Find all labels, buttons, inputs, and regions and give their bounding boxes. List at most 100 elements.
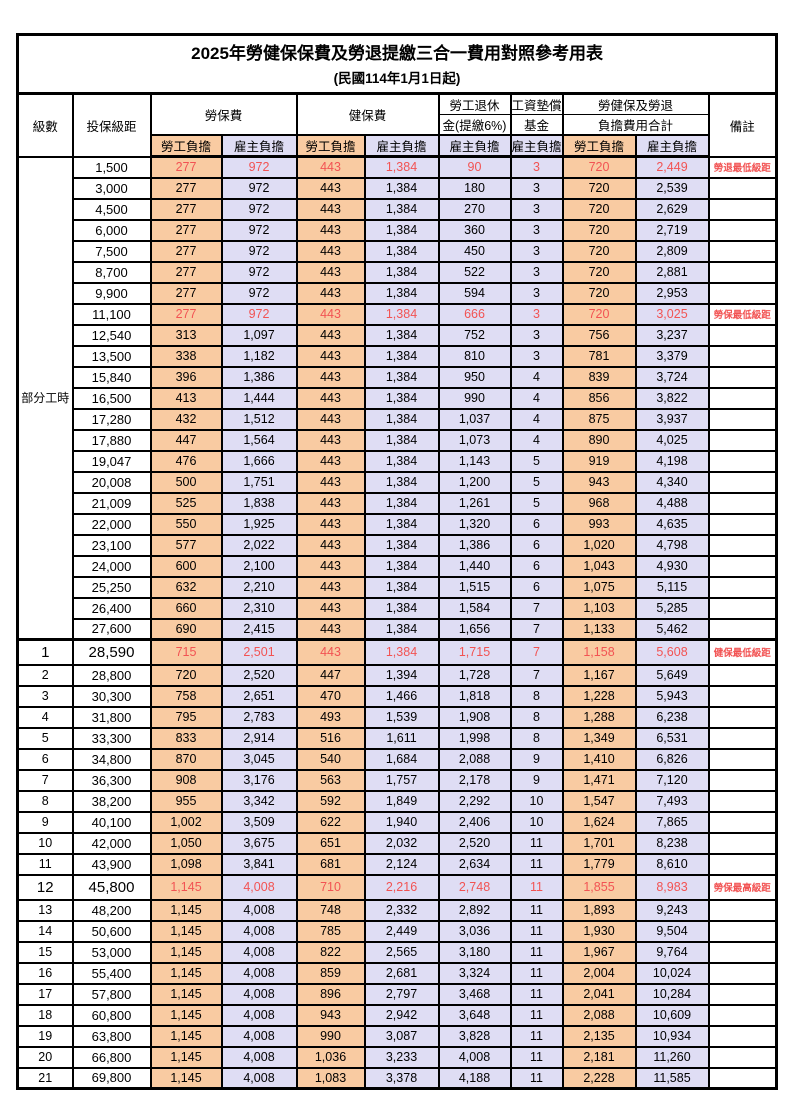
cell-pension-employer: 522 [437, 260, 512, 284]
cell-total-employer: 5,115 [634, 575, 710, 599]
cell-labor-employee: 690 [149, 617, 223, 641]
table-row: 5 33,300 833 2,914 516 1,611 1,998 8 1,349 6,531 [16, 726, 778, 750]
cell-wage-fund-employer: 3 [509, 155, 564, 179]
table-row: 9 40,100 1,002 3,509 622 1,940 2,406 10 1,624 7,8… [16, 810, 778, 834]
cell-total-employee: 1,779 [561, 852, 637, 876]
cell-labor-employee: 313 [149, 323, 223, 347]
cell-labor-employee: 908 [149, 768, 223, 792]
cell-level: 10 [16, 831, 74, 855]
cell-wage-fund-employer: 11 [509, 982, 564, 1006]
cell-labor-employee: 833 [149, 726, 223, 750]
cell-health-employer: 1,384 [363, 323, 440, 347]
cell-salary: 55,400 [71, 961, 152, 985]
cell-labor-employee: 338 [149, 344, 223, 368]
cell-total-employer: 8,238 [634, 831, 710, 855]
cell-remark [707, 789, 778, 813]
cell-health-employer: 1,384 [363, 449, 440, 473]
cell-salary: 19,047 [71, 449, 152, 473]
cell-level: 3 [16, 684, 74, 708]
cell-wage-fund-employer: 4 [509, 386, 564, 410]
cell-health-employer: 3,087 [363, 1024, 440, 1048]
table-row: 21,009 525 1,838 443 1,384 1,261 5 968 4,488 [18, 491, 778, 515]
premium-table: 2025年勞健保保費及勞退提繳三合一費用對照參考用表 (民國114年1月1日起)… [16, 33, 779, 1090]
cell-health-employer: 1,394 [363, 663, 440, 687]
cell-health-employer: 1,384 [363, 617, 440, 641]
cell-labor-employer: 1,097 [220, 323, 298, 347]
part-time-group-label: 部分工時 [16, 155, 74, 641]
cell-labor-employee: 277 [149, 260, 223, 284]
cell-total-employee: 1,043 [561, 554, 637, 578]
cell-health-employer: 1,384 [363, 197, 440, 221]
table-row: 11 43,900 1,098 3,841 681 2,124 2,634 11 1,779 8,… [16, 852, 778, 876]
cell-health-employee: 563 [295, 768, 366, 792]
cell-total-employer: 2,719 [634, 218, 710, 242]
column-header-total-line1: 勞健保及勞退 [561, 92, 710, 115]
table-row: 3,000 277 972 443 1,384 180 3 720 2,539 [18, 176, 778, 200]
cell-salary: 22,000 [71, 512, 152, 536]
cell-pension-employer: 1,037 [437, 407, 512, 431]
cell-wage-fund-employer: 7 [509, 638, 564, 666]
cell-health-employer: 1,384 [363, 386, 440, 410]
cell-remark [707, 575, 778, 599]
cell-wage-fund-employer: 6 [509, 533, 564, 557]
cell-health-employer: 2,124 [363, 852, 440, 876]
cell-total-employer: 7,493 [634, 789, 710, 813]
cell-total-employer: 11,260 [634, 1045, 710, 1069]
cell-total-employee: 943 [561, 470, 637, 494]
cell-labor-employer: 1,925 [220, 512, 298, 536]
cell-labor-employer: 2,501 [220, 638, 298, 666]
cell-pension-employer: 2,892 [437, 898, 512, 922]
cell-salary: 16,500 [71, 386, 152, 410]
table-row: 20,008 500 1,751 443 1,384 1,200 5 943 4,340 [18, 470, 778, 494]
cell-pension-employer: 4,188 [437, 1066, 512, 1090]
cell-labor-employer: 2,022 [220, 533, 298, 557]
cell-labor-employee: 413 [149, 386, 223, 410]
cell-total-employer: 4,340 [634, 470, 710, 494]
cell-health-employee: 681 [295, 852, 366, 876]
cell-total-employee: 720 [561, 239, 637, 263]
cell-labor-employer: 1,751 [220, 470, 298, 494]
cell-wage-fund-employer: 11 [509, 898, 564, 922]
table-row: 4 31,800 795 2,783 493 1,539 1,908 8 1,288 6,238 [16, 705, 778, 729]
cell-total-employer: 4,798 [634, 533, 710, 557]
cell-wage-fund-employer: 7 [509, 663, 564, 687]
cell-health-employee: 785 [295, 919, 366, 943]
cell-health-employer: 1,384 [363, 260, 440, 284]
cell-pension-employer: 360 [437, 218, 512, 242]
cell-salary: 17,880 [71, 428, 152, 452]
table-row: 12,540 313 1,097 443 1,384 752 3 756 3,237 [18, 323, 778, 347]
cell-total-employer: 7,120 [634, 768, 710, 792]
cell-wage-fund-employer: 11 [509, 1024, 564, 1048]
cell-total-employee: 2,004 [561, 961, 637, 985]
cell-level: 20 [16, 1045, 74, 1069]
cell-total-employee: 1,158 [561, 638, 637, 666]
column-header-level: 級數 [16, 92, 74, 158]
cell-pension-employer: 1,261 [437, 491, 512, 515]
cell-pension-employer: 1,818 [437, 684, 512, 708]
title-cell: 2025年勞健保保費及勞退提繳三合一費用對照參考用表 (民國114年1月1日起) [16, 33, 778, 95]
cell-labor-employee: 720 [149, 663, 223, 687]
cell-salary: 53,000 [71, 940, 152, 964]
cell-health-employer: 1,384 [363, 365, 440, 389]
cell-total-employer: 5,649 [634, 663, 710, 687]
cell-health-employee: 1,036 [295, 1045, 366, 1069]
cell-total-employer: 2,809 [634, 239, 710, 263]
cell-health-employer: 1,684 [363, 747, 440, 771]
cell-total-employee: 1,701 [561, 831, 637, 855]
cell-labor-employer: 3,675 [220, 831, 298, 855]
cell-total-employer: 3,937 [634, 407, 710, 431]
cell-wage-fund-employer: 7 [509, 617, 564, 641]
cell-health-employee: 443 [295, 281, 366, 305]
cell-total-employee: 1,547 [561, 789, 637, 813]
cell-health-employee: 822 [295, 940, 366, 964]
cell-total-employer: 10,024 [634, 961, 710, 985]
cell-pension-employer: 3,468 [437, 982, 512, 1006]
cell-total-employer: 9,504 [634, 919, 710, 943]
cell-labor-employee: 550 [149, 512, 223, 536]
cell-wage-fund-employer: 11 [509, 852, 564, 876]
cell-wage-fund-employer: 11 [509, 919, 564, 943]
cell-salary: 50,600 [71, 919, 152, 943]
cell-wage-fund-employer: 8 [509, 705, 564, 729]
cell-remark [707, 470, 778, 494]
cell-salary: 13,500 [71, 344, 152, 368]
